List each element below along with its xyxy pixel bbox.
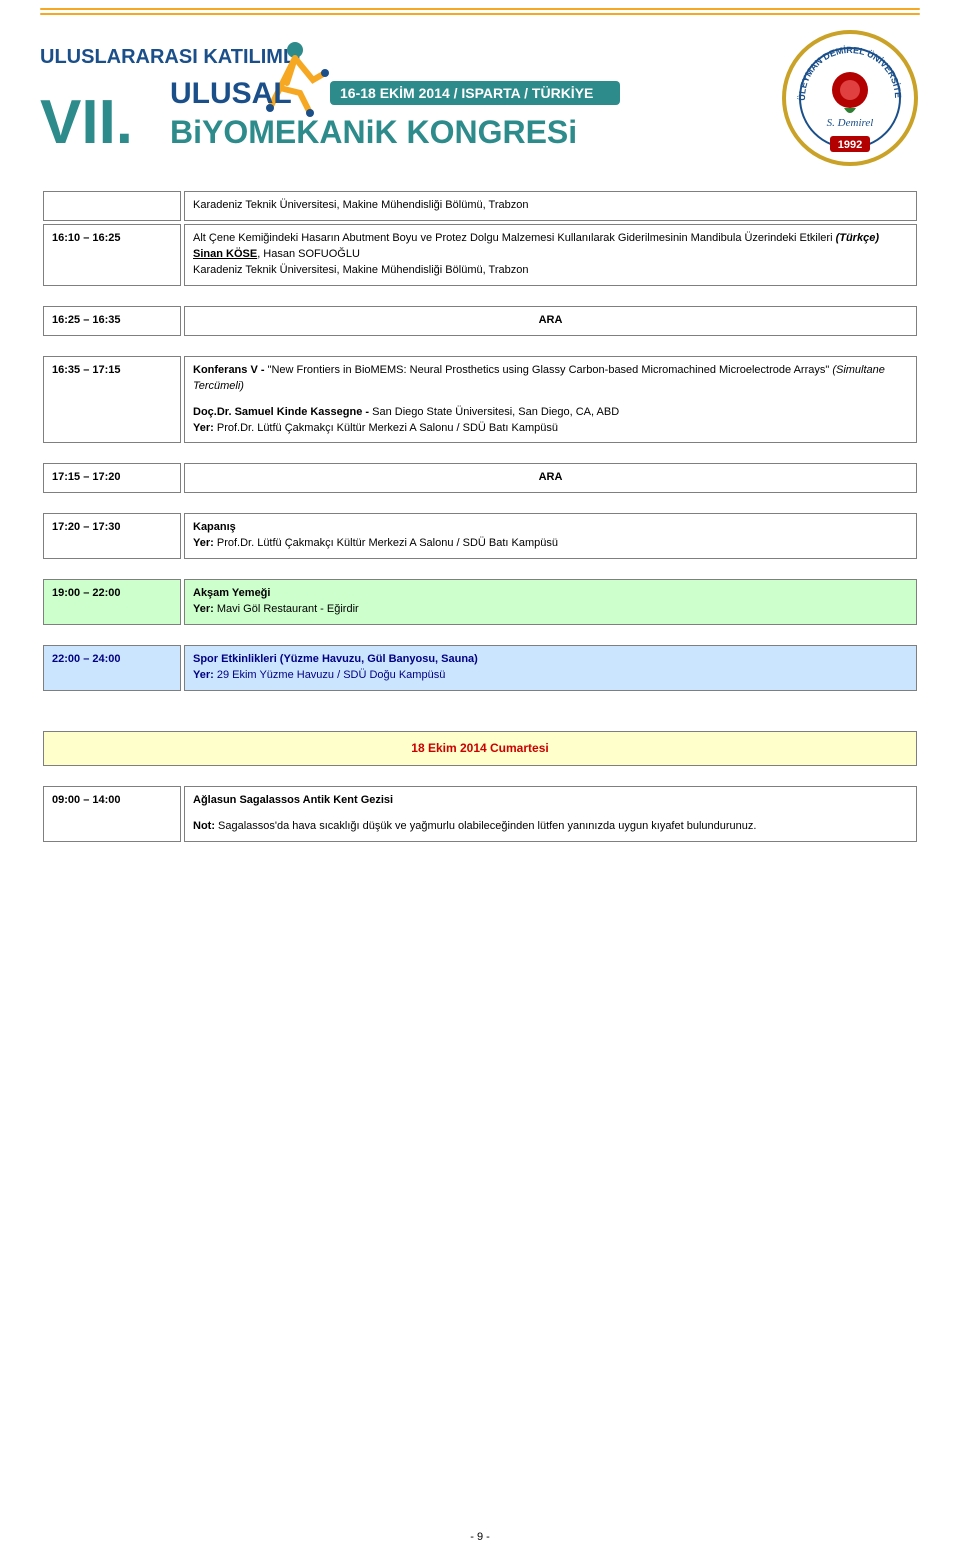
university-seal: SÜLEYMAN DEMİREL ÜNİVERSİTESİ S. Demirel… <box>780 28 920 168</box>
time-cell: 17:15 – 17:20 <box>43 463 181 493</box>
seal-year: 1992 <box>838 139 862 151</box>
row-kapanis: 17:20 – 17:30 Kapanış Yer: Prof.Dr. Lütf… <box>40 510 920 562</box>
banner-date: 16-18 EKİM 2014 / ISPARTA / TÜRKİYE <box>340 85 593 101</box>
content-cell: Karadeniz Teknik Üniversitesi, Makine Mü… <box>184 191 917 221</box>
page-number: - 9 - <box>0 1531 960 1543</box>
banner-kongre: BiYOMEKANiK KONGRESi <box>170 114 577 150</box>
congress-logo: ULUSLARARASI KATILIMLI VII. ULUSAL 16-18… <box>40 33 680 163</box>
banner-line1: ULUSLARARASI KATILIMLI <box>40 46 301 68</box>
time-cell-empty <box>43 191 181 221</box>
banner-right: SÜLEYMAN DEMİREL ÜNİVERSİTESİ S. Demirel… <box>780 28 920 168</box>
row-dinner: 19:00 – 22:00 Akşam Yemeği Yer: Mavi Göl… <box>40 576 920 628</box>
day-header-3: 18 Ekim 2014 Cumartesi <box>40 728 920 769</box>
row-ara-1: 16:25 – 16:35 ARA <box>40 303 920 339</box>
seal-signature: S. Demirel <box>827 117 874 129</box>
content-cell: Alt Çene Kemiğindeki Hasarın Abutment Bo… <box>184 224 917 286</box>
row-sport: 22:00 – 24:00 Spor Etkinlikleri (Yüzme H… <box>40 642 920 694</box>
time-cell: 19:00 – 22:00 <box>43 579 181 625</box>
row-ara-2: 17:15 – 17:20 ARA <box>40 460 920 496</box>
banner-ulusal: ULUSAL <box>170 77 292 110</box>
banner-vii: VII. <box>40 88 133 157</box>
content-cell: Kapanış Yer: Prof.Dr. Lütfü Çakmakçı Kül… <box>184 513 917 559</box>
row-trip: 09:00 – 14:00 Ağlasun Sagalassos Antik K… <box>40 783 920 845</box>
header-stripe <box>40 0 920 15</box>
content-cell: Akşam Yemeği Yer: Mavi Göl Restaurant - … <box>184 579 917 625</box>
banner-left: ULUSLARARASI KATILIMLI VII. ULUSAL 16-18… <box>40 33 680 163</box>
time-cell: 16:35 – 17:15 <box>43 356 181 444</box>
time-cell: 09:00 – 14:00 <box>43 786 181 842</box>
content-cell: Konferans V - "New Frontiers in BioMEMS:… <box>184 356 917 444</box>
content-cell: Spor Etkinlikleri (Yüzme Havuzu, Gül Ban… <box>184 645 917 691</box>
day-label: 18 Ekim 2014 Cumartesi <box>43 731 917 766</box>
ara-label: ARA <box>184 306 917 336</box>
content-cell: Ağlasun Sagalassos Antik Kent Gezisi Not… <box>184 786 917 842</box>
banner: ULUSLARARASI KATILIMLI VII. ULUSAL 16-18… <box>40 18 920 188</box>
row-prev-inst: Karadeniz Teknik Üniversitesi, Makine Mü… <box>40 188 920 289</box>
time-cell: 22:00 – 24:00 <box>43 645 181 691</box>
ara-label: ARA <box>184 463 917 493</box>
time-cell: 17:20 – 17:30 <box>43 513 181 559</box>
page: ULUSLARARASI KATILIMLI VII. ULUSAL 16-18… <box>0 0 960 1555</box>
time-cell: 16:25 – 16:35 <box>43 306 181 336</box>
time-cell: 16:10 – 16:25 <box>43 224 181 286</box>
row-konferans-v: 16:35 – 17:15 Konferans V - "New Frontie… <box>40 353 920 447</box>
author-name: Sinan KÖSE <box>193 248 257 260</box>
